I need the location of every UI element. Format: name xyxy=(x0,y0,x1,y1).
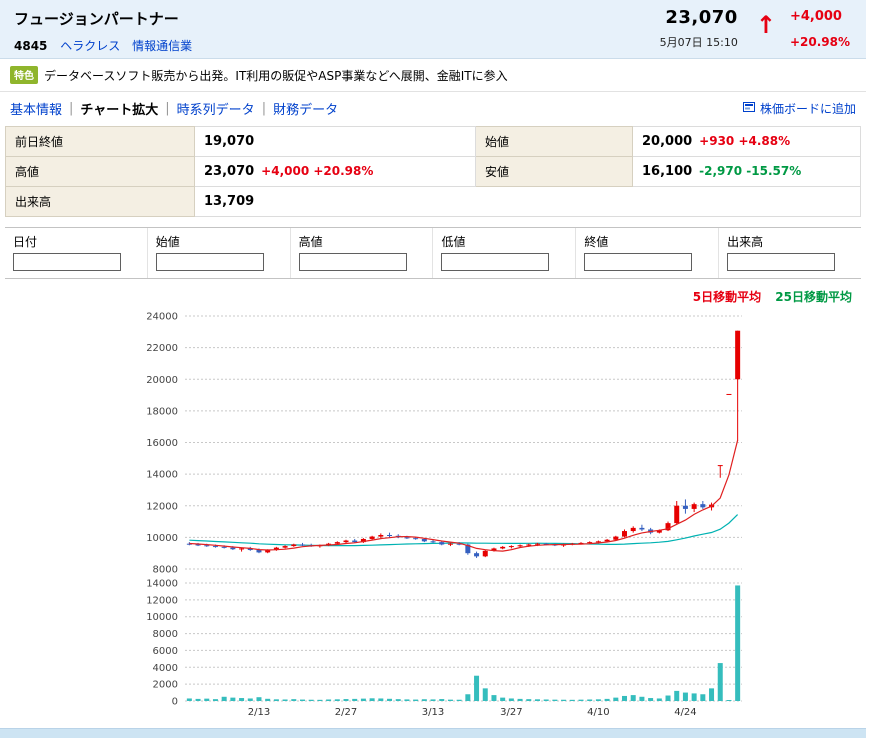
svg-text:22000: 22000 xyxy=(146,343,178,354)
svg-text:3/13: 3/13 xyxy=(422,707,444,718)
filter-col-date: 日付 xyxy=(5,227,148,252)
svg-text:0: 0 xyxy=(172,697,178,708)
svg-text:8000: 8000 xyxy=(153,565,178,576)
svg-text:16000: 16000 xyxy=(146,438,178,449)
high-value: 23,070 xyxy=(204,164,255,179)
price-block: 23,070 5月07日 15:10 xyxy=(660,7,738,50)
board-icon xyxy=(742,101,755,116)
quote-row-3: 出来高 13,709 xyxy=(5,186,861,217)
quote-row-2: 高値 23,070 +4,000 +20.98% 安値 16,100 -2,970 … xyxy=(5,156,861,187)
open-value: 20,000 xyxy=(642,134,693,149)
filter-high-input[interactable] xyxy=(298,253,407,271)
filter-open-input[interactable] xyxy=(155,253,264,271)
svg-text:24000: 24000 xyxy=(146,312,178,323)
current-quote: 23,070 5月07日 15:10 ↑ +4,000 +20.98% xyxy=(660,7,850,50)
ma-legend: 5日移動平均 25日移動平均 xyxy=(0,279,866,304)
prev-close-label: 前日終値 xyxy=(5,126,195,157)
stock-chart: 8000 10000 12000 14000 16000 18000 20000 22000 2… xyxy=(0,304,866,726)
prev-close-value: 19,070 xyxy=(204,134,255,149)
nav-separator: | xyxy=(165,101,170,116)
nav-separator: | xyxy=(261,101,267,116)
filter-header-row: 日付 始値 高値 低値 終値 出来高 xyxy=(5,227,861,252)
svg-text:2/27: 2/27 xyxy=(335,707,357,718)
ma5-legend-label: 5日移動平均 xyxy=(692,290,762,304)
filter-col-close: 終値 xyxy=(575,227,719,252)
quote-row-1: 前日終値 19,070 始値 20,000 +930 +4.88% xyxy=(5,126,861,157)
stock-name: フュージョンパートナー xyxy=(14,10,179,28)
price-changes: +4,000 +20.98% xyxy=(790,7,850,49)
high-cell: 23,070 +4,000 +20.98% xyxy=(194,156,476,187)
tab-chart-enlarge[interactable]: チャート拡大 xyxy=(80,103,159,118)
svg-text:6000: 6000 xyxy=(153,646,178,657)
market-link[interactable]: ヘラクレス xyxy=(60,39,121,53)
nav-separator: | xyxy=(69,101,74,116)
feature-badge: 特色 xyxy=(10,66,38,84)
stock-header: フュージョンパートナー 4845 ヘラクレス 情報通信業 23,070 5月07… xyxy=(0,0,866,59)
stock-code: 4845 xyxy=(14,39,48,53)
low-change: -2,970 -15.57% xyxy=(699,164,802,178)
feature-text: データベースソフト販売から出発。IT利用の販促やASP事業などへ展開、金融ITに… xyxy=(44,68,508,83)
price-datetime: 5月07日 15:10 xyxy=(659,36,738,49)
svg-text:4/24: 4/24 xyxy=(674,707,696,718)
svg-text:2/13: 2/13 xyxy=(248,707,270,718)
ma25-legend-label: 25日移動平均 xyxy=(775,290,852,304)
high-change: +4,000 +20.98% xyxy=(261,164,374,178)
svg-text:8000: 8000 xyxy=(153,629,178,640)
filter-date-input[interactable] xyxy=(13,253,121,271)
low-label: 安値 xyxy=(475,156,633,187)
open-label: 始値 xyxy=(475,126,633,157)
volume-cell: 13,709 xyxy=(194,186,861,217)
low-cell: 16,100 -2,970 -15.57% xyxy=(632,156,861,187)
filter-volume-input[interactable] xyxy=(727,253,836,271)
tab-financial-data[interactable]: 財務データ xyxy=(273,103,339,118)
svg-text:18000: 18000 xyxy=(146,406,178,417)
open-cell: 20,000 +930 +4.88% xyxy=(632,126,861,157)
svg-text:14000: 14000 xyxy=(146,579,178,590)
current-price: 23,070 xyxy=(665,7,738,28)
quote-summary-table: 前日終値 19,070 始値 20,000 +930 +4.88% 高値 23,0… xyxy=(5,126,861,217)
open-change: +930 +4.88% xyxy=(699,134,791,148)
svg-text:12000: 12000 xyxy=(146,501,178,512)
add-to-board-link[interactable]: 株価ボードに追加 xyxy=(759,102,856,116)
svg-text:14000: 14000 xyxy=(146,470,178,481)
up-arrow-icon: ↑ xyxy=(755,11,776,39)
svg-text:4/10: 4/10 xyxy=(587,707,609,718)
price-change-value: +4,000 xyxy=(789,9,842,24)
svg-text:10000: 10000 xyxy=(146,533,178,544)
prev-close-cell: 19,070 xyxy=(194,126,476,157)
volume-label: 出来高 xyxy=(5,186,195,217)
svg-text:20000: 20000 xyxy=(146,375,178,386)
industry-link[interactable]: 情報通信業 xyxy=(132,39,193,53)
svg-text:4000: 4000 xyxy=(153,663,178,674)
filter-col-low: 低値 xyxy=(432,227,576,252)
svg-text:10000: 10000 xyxy=(146,612,178,623)
add-to-board[interactable]: 株価ボードに追加 xyxy=(742,100,856,117)
filter-low-input[interactable] xyxy=(441,253,550,271)
history-filter-table: 日付 始値 高値 低値 終値 出来高 xyxy=(5,227,861,279)
price-change-percent: +20.98% xyxy=(789,35,850,49)
filter-col-volume: 出来高 xyxy=(718,227,861,252)
high-label: 高値 xyxy=(5,156,195,187)
filter-close-input[interactable] xyxy=(584,253,693,271)
filter-col-open: 始値 xyxy=(146,227,291,252)
svg-text:3/27: 3/27 xyxy=(500,707,522,718)
tab-basic-info[interactable]: 基本情報 xyxy=(10,103,63,118)
filter-input-row xyxy=(5,252,861,279)
svg-text:2000: 2000 xyxy=(153,680,178,691)
company-feature-row: 特色 データベースソフト販売から出発。IT利用の販促やASP事業などへ展開、金融… xyxy=(0,59,866,92)
next-section-strip xyxy=(0,728,866,738)
low-value: 16,100 xyxy=(642,164,693,179)
svg-text:12000: 12000 xyxy=(146,595,178,606)
stock-code-row: 4845 ヘラクレス 情報通信業 xyxy=(14,37,852,54)
volume-value: 13,709 xyxy=(204,194,255,209)
stock-nav: 基本情報 | チャート拡大 | 時系列データ | 財務データ 株価ボードに追加 xyxy=(0,92,866,124)
tab-time-series[interactable]: 時系列データ xyxy=(176,103,255,118)
filter-col-high: 高値 xyxy=(289,227,433,252)
